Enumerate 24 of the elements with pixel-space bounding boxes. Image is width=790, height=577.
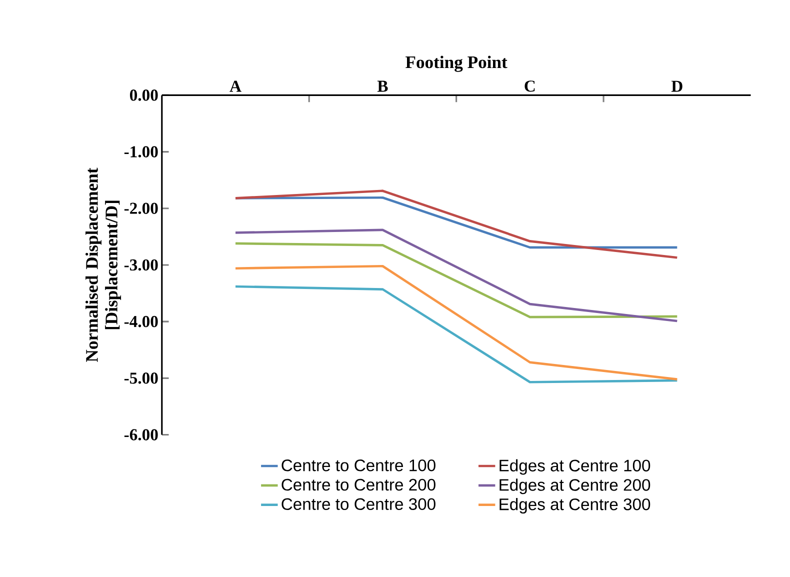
y-tick-label: -2.00 — [124, 202, 158, 214]
line-series — [234, 228, 678, 322]
legend-label: Centre to Centre 300 — [282, 498, 436, 510]
y-tick-label: -1.00 — [124, 146, 158, 158]
y-tick-label: 0.00 — [130, 90, 158, 101]
x-axis-title: Footing Point — [406, 56, 508, 72]
x-tick-label: C — [524, 80, 535, 92]
y-tick-label: -5.00 — [124, 372, 158, 384]
legend-label: Edges at Centre 100 — [500, 459, 650, 475]
x-tick-label: D — [671, 80, 682, 92]
line-series — [234, 190, 678, 259]
line-series — [234, 242, 678, 318]
legend-label: Edges at Centre 200 — [500, 478, 650, 494]
line-series — [234, 285, 678, 384]
line-series — [234, 264, 678, 380]
legend-label: Centre to Centre 100 — [282, 459, 436, 472]
y-axis-title: Normalised Displacement [Displacement/D] — [85, 168, 122, 362]
legend-label: Centre to Centre 200 — [282, 478, 436, 491]
x-tick-label: A — [230, 80, 242, 92]
y-tick-label: -3.00 — [124, 259, 158, 271]
legend-label: Edges at Centre 300 — [500, 498, 650, 514]
x-tick-label: B — [377, 80, 388, 92]
y-tick-label: -6.00 — [124, 429, 158, 440]
y-tick-label: -4.00 — [124, 316, 158, 328]
